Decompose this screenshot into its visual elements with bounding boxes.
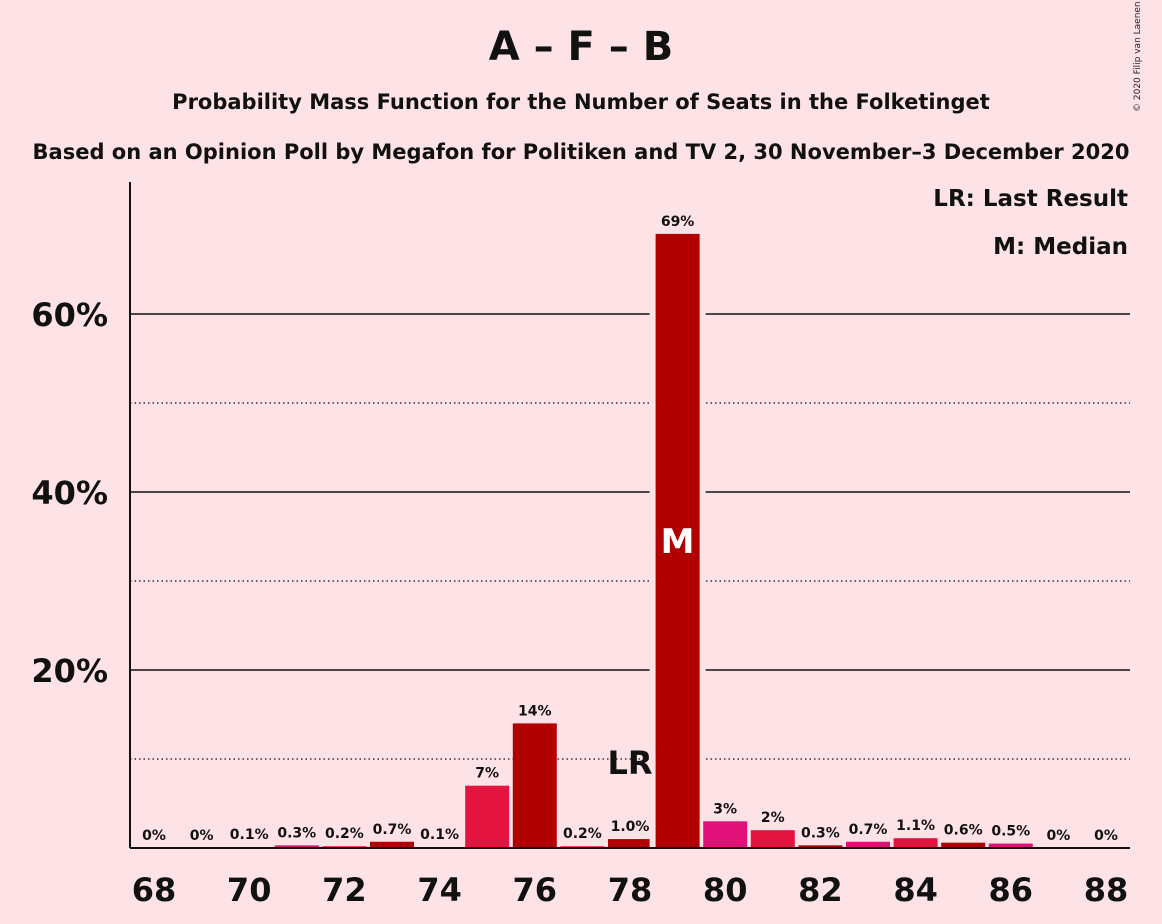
legend-last-result: LR: Last Result [933,186,1128,212]
bar-labels: 0% 0% 0.1% 0.3% 0.2% 0.7% 0.1% 7% 14% 0.2% 1.0% 69%… [142,214,1118,844]
bar-label-71: 0.3% [277,825,316,841]
y-tick-label-20: 20% [31,652,108,690]
bar-82 [798,845,843,848]
tick-labels: 20% 40% 60% 68 70 72 74 76 78 80 82 84 86 88 [31,296,1128,909]
bar-73 [370,841,414,848]
x-tick-label-76: 76 [513,871,558,909]
bar-78 [608,839,652,848]
chart-subtitle-source: Based on an Opinion Poll by Megafon for … [32,140,1130,164]
bar-label-85: 0.6% [944,823,983,839]
x-tick-label-88: 88 [1084,871,1129,909]
bar-label-78: 1.0% [611,819,650,835]
bar-label-68: 0% [142,828,166,844]
bar-label-83: 0.7% [849,822,888,838]
bar-80 [703,821,748,848]
bar-label-80: 3% [713,801,737,817]
gridlines [130,313,1130,760]
bar-label-84: 1.1% [896,818,935,834]
bar-label-74: 0.1% [420,827,459,843]
x-tick-label-74: 74 [417,871,462,909]
x-tick-label-70: 70 [227,871,272,909]
x-tick-label-80: 80 [703,871,748,909]
last-result-marker: LR [607,744,652,782]
bar-76 [512,723,557,848]
bar-label-79: 69% [661,214,695,230]
y-tick-label-60: 60% [31,296,108,334]
bar-label-81: 2% [761,810,785,826]
bars [227,229,1033,849]
bar-label-69: 0% [190,828,214,844]
bar-84 [893,838,938,848]
bar-83 [846,841,890,848]
x-tick-label-78: 78 [608,871,653,909]
bar-label-88: 0% [1094,828,1118,844]
bar-85 [941,842,986,848]
x-tick-label-84: 84 [893,871,938,909]
bar-label-77: 0.2% [563,826,602,842]
bar-label-87: 0% [1047,828,1071,844]
median-marker: M [661,522,695,562]
bar-label-73: 0.7% [373,822,412,838]
bar-label-70: 0.1% [230,827,269,843]
y-tick-label-40: 40% [31,474,108,512]
bar-75 [465,785,510,848]
bar-label-72: 0.2% [325,826,364,842]
bar-label-82: 0.3% [801,825,840,841]
bar-86 [988,843,1033,848]
bar-79 [655,233,700,848]
bar-81 [750,830,795,848]
axes [129,182,1130,849]
bar-label-86: 0.5% [991,824,1030,840]
x-tick-label-72: 72 [322,871,367,909]
chart-title: A – F – B [488,24,674,70]
x-tick-label-86: 86 [989,871,1034,909]
chart-subtitle: Probability Mass Function for the Number… [172,90,990,114]
bar-label-75: 7% [475,766,499,782]
bar-71 [274,845,319,848]
annotations: M LR [607,522,694,782]
x-tick-label-68: 68 [132,871,177,909]
legend-median: M: Median [993,234,1128,260]
x-tick-label-82: 82 [798,871,843,909]
bar-label-76: 14% [518,703,552,719]
